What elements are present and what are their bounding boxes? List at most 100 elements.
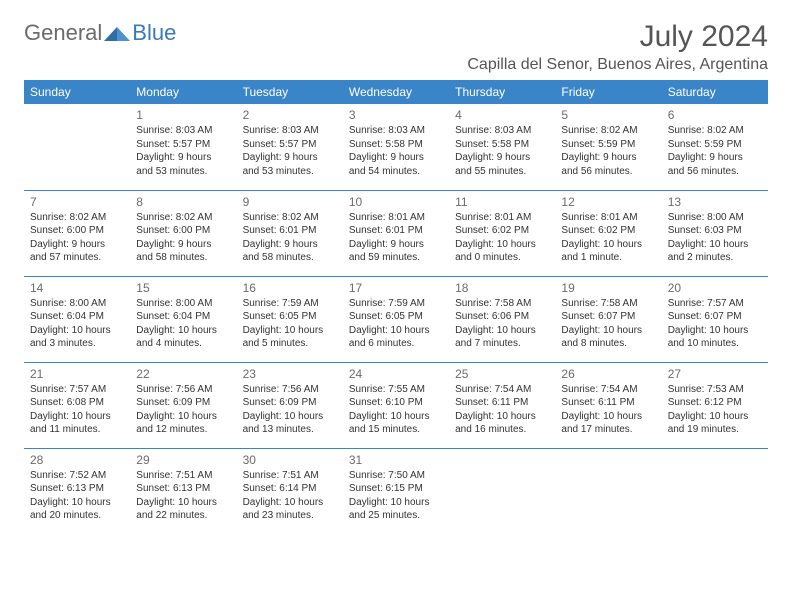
day-number: 11 [455,194,549,210]
calendar-day-cell [24,104,130,190]
sunset-text: Sunset: 6:15 PM [349,482,443,496]
calendar-day-cell: 19Sunrise: 7:58 AMSunset: 6:07 PMDayligh… [555,276,661,362]
sunrise-text: Sunrise: 7:51 AM [243,469,337,483]
daylight-text: Daylight: 9 hours and 55 minutes. [455,151,549,178]
day-number: 22 [136,366,230,382]
day-number: 16 [243,280,337,296]
daylight-text: Daylight: 9 hours and 58 minutes. [243,238,337,265]
calendar-week-row: 28Sunrise: 7:52 AMSunset: 6:13 PMDayligh… [24,448,768,534]
calendar-day-cell: 29Sunrise: 7:51 AMSunset: 6:13 PMDayligh… [130,448,236,534]
daylight-text: Daylight: 10 hours and 22 minutes. [136,496,230,523]
daylight-text: Daylight: 9 hours and 58 minutes. [136,238,230,265]
sunset-text: Sunset: 6:02 PM [561,224,655,238]
day-number: 1 [136,107,230,123]
sunrise-text: Sunrise: 8:02 AM [561,124,655,138]
daylight-text: Daylight: 9 hours and 56 minutes. [561,151,655,178]
sunset-text: Sunset: 6:00 PM [136,224,230,238]
day-number: 12 [561,194,655,210]
sunrise-text: Sunrise: 7:52 AM [30,469,124,483]
sunrise-text: Sunrise: 8:01 AM [455,211,549,225]
logo: General Blue [24,20,176,46]
calendar-day-cell: 16Sunrise: 7:59 AMSunset: 6:05 PMDayligh… [237,276,343,362]
day-number: 9 [243,194,337,210]
daylight-text: Daylight: 9 hours and 57 minutes. [30,238,124,265]
weekday-header: Friday [555,80,661,104]
calendar-day-cell: 27Sunrise: 7:53 AMSunset: 6:12 PMDayligh… [662,362,768,448]
calendar-week-row: 14Sunrise: 8:00 AMSunset: 6:04 PMDayligh… [24,276,768,362]
calendar-week-row: 21Sunrise: 7:57 AMSunset: 6:08 PMDayligh… [24,362,768,448]
sunset-text: Sunset: 6:13 PM [30,482,124,496]
calendar-day-cell: 30Sunrise: 7:51 AMSunset: 6:14 PMDayligh… [237,448,343,534]
daylight-text: Daylight: 10 hours and 5 minutes. [243,324,337,351]
calendar-day-cell: 7Sunrise: 8:02 AMSunset: 6:00 PMDaylight… [24,190,130,276]
sunrise-text: Sunrise: 7:54 AM [561,383,655,397]
sunrise-text: Sunrise: 7:53 AM [668,383,762,397]
calendar-day-cell: 23Sunrise: 7:56 AMSunset: 6:09 PMDayligh… [237,362,343,448]
weekday-header: Saturday [662,80,768,104]
sunrise-text: Sunrise: 8:01 AM [349,211,443,225]
day-number: 5 [561,107,655,123]
sunrise-text: Sunrise: 8:02 AM [30,211,124,225]
daylight-text: Daylight: 10 hours and 2 minutes. [668,238,762,265]
sunrise-text: Sunrise: 8:00 AM [30,297,124,311]
daylight-text: Daylight: 10 hours and 6 minutes. [349,324,443,351]
sunset-text: Sunset: 5:58 PM [455,138,549,152]
sunrise-text: Sunrise: 8:02 AM [668,124,762,138]
calendar-day-cell [449,448,555,534]
sunset-text: Sunset: 6:08 PM [30,396,124,410]
sunset-text: Sunset: 6:01 PM [243,224,337,238]
weekday-header: Monday [130,80,236,104]
day-number: 17 [349,280,443,296]
calendar-day-cell: 4Sunrise: 8:03 AMSunset: 5:58 PMDaylight… [449,104,555,190]
sunset-text: Sunset: 5:59 PM [561,138,655,152]
sunrise-text: Sunrise: 8:03 AM [349,124,443,138]
daylight-text: Daylight: 10 hours and 4 minutes. [136,324,230,351]
day-number: 26 [561,366,655,382]
sunset-text: Sunset: 6:11 PM [455,396,549,410]
weekday-header-row: Sunday Monday Tuesday Wednesday Thursday… [24,80,768,104]
daylight-text: Daylight: 10 hours and 7 minutes. [455,324,549,351]
daylight-text: Daylight: 10 hours and 25 minutes. [349,496,443,523]
sunset-text: Sunset: 6:13 PM [136,482,230,496]
sunrise-text: Sunrise: 7:59 AM [349,297,443,311]
day-number: 6 [668,107,762,123]
sunrise-text: Sunrise: 8:02 AM [243,211,337,225]
day-number: 10 [349,194,443,210]
calendar-day-cell: 20Sunrise: 7:57 AMSunset: 6:07 PMDayligh… [662,276,768,362]
daylight-text: Daylight: 10 hours and 10 minutes. [668,324,762,351]
day-number: 14 [30,280,124,296]
daylight-text: Daylight: 9 hours and 59 minutes. [349,238,443,265]
daylight-text: Daylight: 10 hours and 23 minutes. [243,496,337,523]
calendar-table: Sunday Monday Tuesday Wednesday Thursday… [24,80,768,534]
logo-triangle-icon [104,23,130,43]
sunrise-text: Sunrise: 7:56 AM [136,383,230,397]
daylight-text: Daylight: 10 hours and 1 minute. [561,238,655,265]
page-title: July 2024 [467,20,768,54]
weekday-header: Wednesday [343,80,449,104]
calendar-day-cell: 6Sunrise: 8:02 AMSunset: 5:59 PMDaylight… [662,104,768,190]
logo-text-blue: Blue [132,20,176,46]
day-number: 21 [30,366,124,382]
calendar-day-cell: 13Sunrise: 8:00 AMSunset: 6:03 PMDayligh… [662,190,768,276]
calendar-week-row: 1Sunrise: 8:03 AMSunset: 5:57 PMDaylight… [24,104,768,190]
daylight-text: Daylight: 9 hours and 53 minutes. [136,151,230,178]
calendar-day-cell: 2Sunrise: 8:03 AMSunset: 5:57 PMDaylight… [237,104,343,190]
calendar-day-cell: 15Sunrise: 8:00 AMSunset: 6:04 PMDayligh… [130,276,236,362]
sunrise-text: Sunrise: 7:59 AM [243,297,337,311]
sunset-text: Sunset: 6:05 PM [349,310,443,324]
calendar-day-cell: 8Sunrise: 8:02 AMSunset: 6:00 PMDaylight… [130,190,236,276]
sunset-text: Sunset: 5:57 PM [136,138,230,152]
day-number: 31 [349,452,443,468]
sunset-text: Sunset: 6:14 PM [243,482,337,496]
sunrise-text: Sunrise: 8:03 AM [455,124,549,138]
sunset-text: Sunset: 6:03 PM [668,224,762,238]
day-number: 30 [243,452,337,468]
day-number: 18 [455,280,549,296]
sunset-text: Sunset: 6:10 PM [349,396,443,410]
day-number: 28 [30,452,124,468]
sunrise-text: Sunrise: 7:50 AM [349,469,443,483]
sunrise-text: Sunrise: 8:01 AM [561,211,655,225]
sunrise-text: Sunrise: 8:03 AM [136,124,230,138]
logo-text-general: General [24,20,102,46]
day-number: 27 [668,366,762,382]
